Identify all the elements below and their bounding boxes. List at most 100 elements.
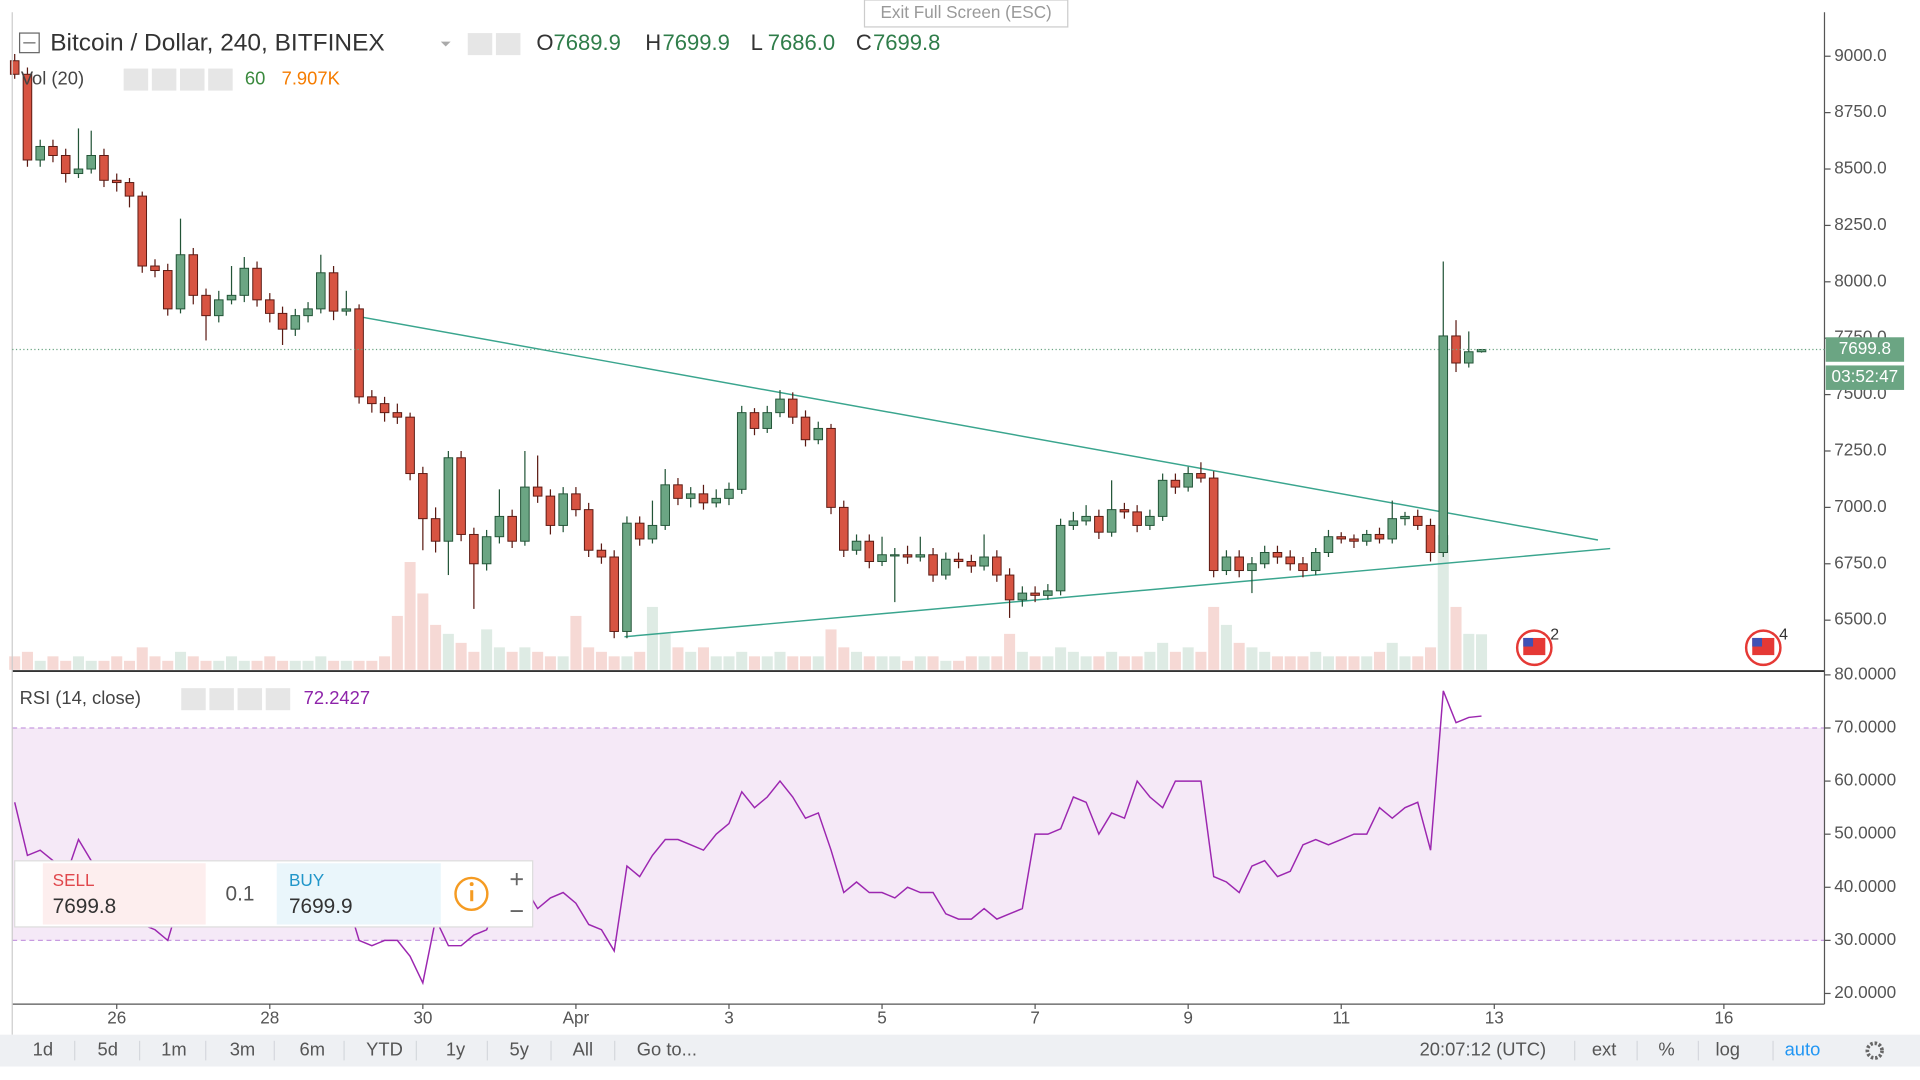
candle-body — [1310, 552, 1321, 572]
candle-body — [226, 294, 237, 301]
icon[interactable] — [181, 688, 206, 711]
volume-bar — [72, 656, 84, 670]
candle-body — [1234, 556, 1244, 572]
volume-bar — [111, 656, 123, 670]
volume-value: 7.907K — [282, 67, 341, 88]
icon[interactable] — [265, 688, 291, 711]
candle-body — [915, 554, 926, 558]
volume-bar — [238, 660, 250, 670]
candle-body — [826, 427, 836, 508]
range-button[interactable]: 1d — [33, 1038, 53, 1059]
ohlc-key: O — [536, 30, 553, 55]
volume-bar — [940, 660, 952, 670]
event-count: 4 — [1779, 627, 1788, 644]
option-button[interactable]: ext — [1592, 1038, 1617, 1059]
candle-body — [1055, 524, 1066, 592]
volume-bar — [277, 660, 289, 670]
volume-bar — [289, 660, 301, 670]
symbol-title: Bitcoin / Dollar, 240, BITFINEX — [50, 30, 385, 57]
candle-body — [622, 522, 632, 632]
candle-body — [966, 561, 977, 567]
qty-stepper[interactable] — [510, 873, 523, 912]
icon[interactable] — [180, 68, 205, 91]
candle-body — [1221, 556, 1232, 572]
settings-gear[interactable] — [1865, 1041, 1884, 1060]
ohlc-value: 7686.0 — [768, 30, 835, 55]
candle-body — [405, 416, 415, 475]
y-tick-label: 8000.0 — [1834, 270, 1886, 290]
volume-bar — [1042, 656, 1054, 670]
event-flag — [1752, 637, 1763, 647]
candle-body — [1017, 592, 1028, 601]
icon[interactable] — [237, 688, 263, 711]
volume-bar — [1131, 656, 1143, 670]
axes: 6500.06750.07000.07250.07500.07750.08000… — [12, 45, 1905, 1027]
sell-button[interactable] — [42, 863, 206, 925]
volume-bar — [404, 562, 416, 670]
exit-fullscreen[interactable] — [863, 0, 1069, 28]
volume-bar — [1093, 656, 1105, 670]
candle-body — [864, 540, 875, 563]
info-icon[interactable] — [454, 876, 489, 912]
candle-body — [162, 270, 173, 310]
candle-body — [1132, 511, 1142, 526]
candle-body — [902, 554, 913, 558]
volume-bar — [1080, 656, 1092, 670]
volume-bar — [98, 660, 110, 670]
candle-body — [813, 427, 824, 441]
settings-icon[interactable] — [495, 33, 521, 56]
volume-bar — [1144, 651, 1156, 670]
volume-bar — [544, 656, 556, 670]
rsi-tick-label: 30.0000 — [1834, 929, 1896, 949]
collapse-icon[interactable] — [18, 32, 40, 54]
candle-body — [634, 522, 645, 540]
volume-bar — [1284, 656, 1296, 670]
volume-bar — [532, 651, 544, 670]
volume-bar — [1182, 647, 1194, 670]
volume-bar — [1118, 656, 1130, 670]
candle-body — [749, 412, 760, 429]
volume-bar — [646, 606, 658, 670]
volume-bar — [583, 647, 595, 670]
range-button[interactable]: 5y — [509, 1038, 529, 1059]
candles — [9, 53, 1487, 639]
icon[interactable] — [208, 68, 233, 91]
range-button[interactable]: All — [573, 1038, 593, 1059]
icon[interactable] — [123, 68, 149, 91]
volume-bar — [1322, 656, 1334, 670]
volume-bar — [1361, 656, 1373, 670]
volume-bar — [417, 593, 429, 670]
range-button[interactable]: 6m — [299, 1038, 325, 1059]
volume-bar — [21, 651, 33, 670]
range-button[interactable]: YTD — [366, 1038, 403, 1059]
candle-body — [1259, 552, 1270, 565]
volume-bar — [1067, 651, 1079, 670]
candle-body — [201, 294, 211, 317]
y-tick-label: 8250.0 — [1834, 214, 1886, 234]
candle-body — [1119, 509, 1130, 513]
candle-body — [1336, 536, 1347, 540]
candle-body — [851, 540, 862, 551]
candle-body — [928, 554, 938, 576]
goto-button[interactable]: Go to... — [637, 1038, 697, 1059]
buy-button[interactable] — [276, 863, 441, 925]
candle-body — [239, 267, 250, 296]
icon[interactable] — [209, 688, 234, 711]
dropdown-arrow[interactable] — [440, 41, 451, 47]
candle-body — [673, 484, 683, 499]
y-tick-label: 6500.0 — [1834, 609, 1886, 629]
eye-icon[interactable] — [467, 33, 493, 56]
quantity[interactable]: 0.1 — [226, 883, 255, 906]
option-button[interactable]: auto — [1785, 1038, 1821, 1059]
range-button[interactable]: 3m — [230, 1038, 256, 1059]
range-button[interactable]: 5d — [98, 1038, 118, 1059]
range-button[interactable]: 1y — [446, 1038, 466, 1059]
icon[interactable] — [151, 68, 177, 91]
ohlc-legend: O 7689.9 H 7699.9 L 7686.0 C 7699.8 — [536, 30, 940, 55]
option-button[interactable]: % — [1658, 1038, 1674, 1059]
candle-body — [9, 60, 20, 75]
option-button[interactable]: log — [1715, 1038, 1740, 1059]
candle-body — [724, 488, 734, 499]
range-button[interactable]: 1m — [161, 1038, 187, 1059]
toolbar — [0, 1034, 1920, 1067]
